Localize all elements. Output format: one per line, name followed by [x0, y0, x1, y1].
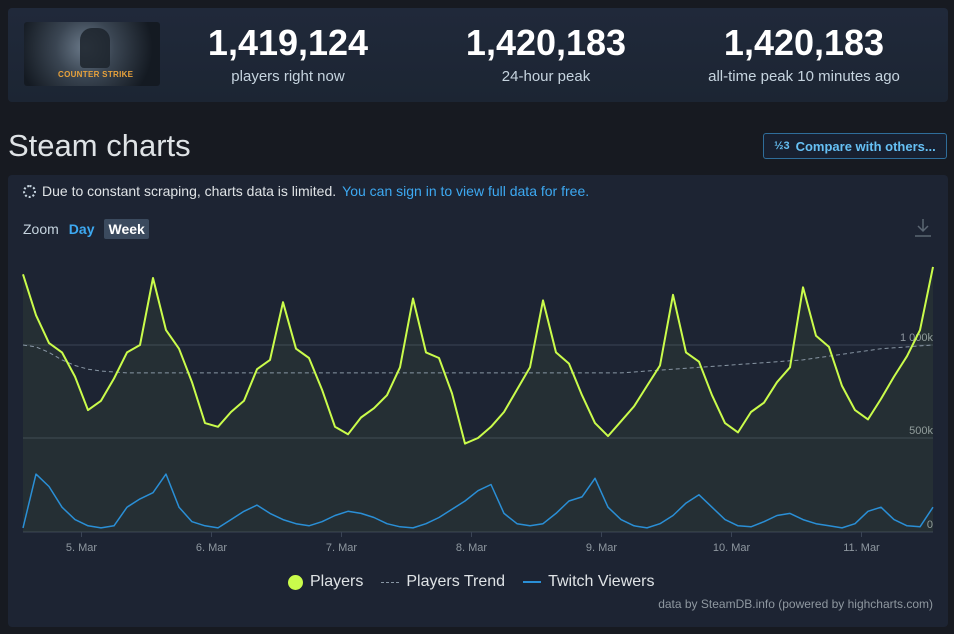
legend-item-trend[interactable]: Players Trend	[381, 573, 505, 591]
chart-panel: Due to constant scraping, charts data is…	[8, 175, 948, 627]
players-swatch	[288, 574, 303, 590]
players-trend-line	[22, 344, 934, 374]
legend-label: Players	[310, 573, 364, 590]
compare-button[interactable]: ½3 Compare with others...	[763, 133, 947, 159]
notice-text: Due to constant scraping, charts data is…	[42, 183, 337, 199]
chart-credits: data by SteamDB.info (powered by highcha…	[658, 597, 933, 611]
scraping-notice: Due to constant scraping, charts data is…	[23, 183, 589, 199]
fraction-icon: ½3	[774, 140, 790, 152]
game-logo-text: COUNTER STRIKE	[58, 70, 134, 79]
stat-value: 1,420,183	[465, 22, 627, 63]
stat-label: all-time peak 10 minutes ago	[708, 68, 900, 85]
x-tick-label: 9. Mar	[586, 542, 618, 554]
stat-24h-peak: 1,420,183 24-hour peak	[436, 22, 656, 86]
y-tick-label: 500k	[909, 425, 933, 437]
zoom-week-button[interactable]: Week	[104, 219, 149, 239]
zoom-label: Zoom	[23, 221, 59, 237]
twitch-swatch	[523, 581, 542, 583]
stat-all-time-peak: 1,420,183 all-time peak 10 minutes ago	[694, 22, 914, 86]
soldier-figure	[80, 28, 110, 68]
page-title: Steam charts	[8, 128, 191, 163]
stat-players-now: 1,419,124 players right now	[178, 22, 398, 86]
legend-label: Players Trend	[406, 573, 506, 590]
legend-label: Twitch Viewers	[548, 573, 655, 590]
stat-label: players right now	[231, 68, 345, 85]
zoom-day-button[interactable]: Day	[68, 221, 95, 237]
chart-legend: Players Players Trend Twitch Viewers	[288, 573, 654, 591]
legend-item-twitch[interactable]: Twitch Viewers	[523, 573, 654, 591]
compare-button-label: Compare with others...	[795, 138, 936, 154]
x-tick-label: 6. Mar	[196, 542, 228, 554]
x-tick-label: 10. Mar	[713, 542, 751, 554]
x-tick-label: 8. Mar	[456, 542, 488, 554]
twitch-viewers-line	[22, 473, 934, 529]
zoom-controls: Zoom Day Week	[23, 219, 149, 239]
players-line	[22, 266, 934, 445]
stats-bar: COUNTER STRIKE 1,419,124 players right n…	[8, 8, 948, 102]
y-tick-label: 0	[927, 519, 933, 531]
sign-in-link[interactable]: You can sign in to view full data for fr…	[342, 183, 590, 199]
x-tick-label: 11. Mar	[843, 542, 880, 554]
game-thumbnail[interactable]: COUNTER STRIKE	[24, 22, 160, 86]
stat-label: 24-hour peak	[501, 68, 591, 85]
legend-item-players[interactable]: Players	[288, 573, 363, 591]
dotted-circle-icon	[23, 184, 36, 198]
x-tick-label: 5. Mar	[66, 542, 98, 554]
x-tick-label: 7. Mar	[326, 542, 358, 554]
stat-value: 1,419,124	[207, 22, 369, 63]
download-icon[interactable]	[914, 218, 932, 238]
trend-swatch	[381, 581, 400, 583]
stat-value: 1,420,183	[723, 22, 885, 63]
players-area	[23, 266, 933, 532]
